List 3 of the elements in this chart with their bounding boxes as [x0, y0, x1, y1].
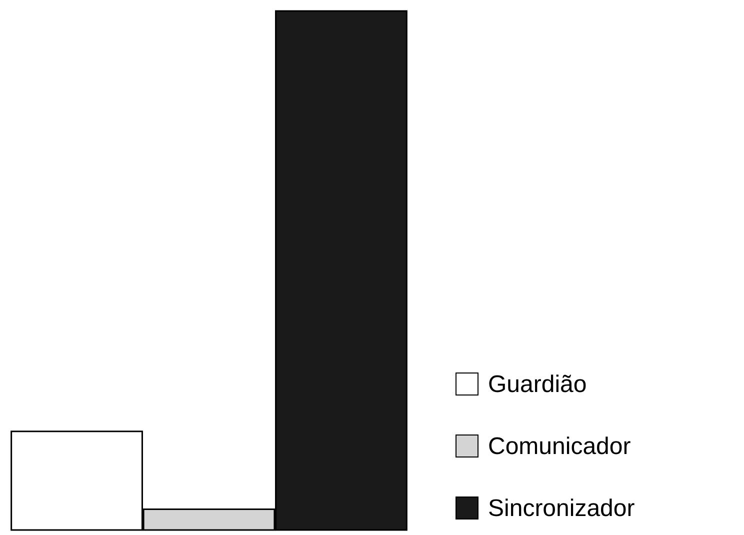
- legend-label: Comunicador: [488, 433, 631, 460]
- legend-label: Guardião: [488, 371, 587, 398]
- legend-label: Sincronizador: [488, 495, 635, 522]
